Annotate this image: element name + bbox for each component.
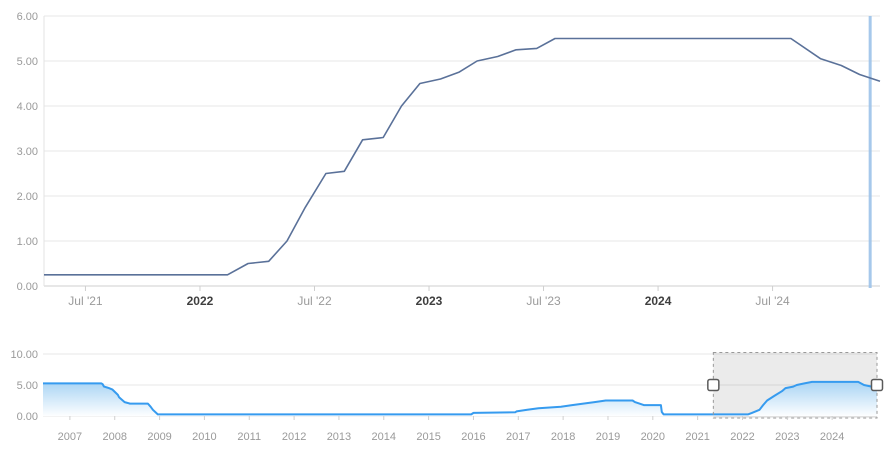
y-tick-label: 2.00 <box>17 191 38 203</box>
y-tick-label: 6.00 <box>17 11 38 23</box>
nav-x-tick-label: 2024 <box>820 431 844 443</box>
x-tick-label: Jul '21 <box>68 294 103 308</box>
nav-x-tick-label: 2021 <box>685 431 709 443</box>
nav-x-tick-label: 2018 <box>551 431 575 443</box>
nav-x-tick-label: 2022 <box>730 431 754 443</box>
nav-x-tick-label: 2010 <box>192 431 216 443</box>
y-tick-label: 5.00 <box>17 56 38 68</box>
x-tick-label: 2023 <box>416 294 443 308</box>
nav-x-tick-label: 2014 <box>372 431 396 443</box>
main-price-chart[interactable]: 6.00 5.00 4.00 3.00 2.00 1.00 0.00 Jul '21 2022 J… <box>0 0 891 330</box>
nav-x-tick-label: 2009 <box>147 431 171 443</box>
navigator-handle-right[interactable] <box>870 378 884 392</box>
nav-x-tick-label: 2019 <box>596 431 620 443</box>
rate-line-series <box>44 37 881 276</box>
x-tick-label: Jul '23 <box>526 294 561 308</box>
x-tick-label: Jul '24 <box>755 294 790 308</box>
nav-x-tick-label: 2008 <box>102 431 126 443</box>
nav-x-tick-label: 2017 <box>506 431 530 443</box>
navigator-area-fill <box>43 381 877 416</box>
nav-x-tick-label: 2007 <box>58 431 82 443</box>
y-tick-label: 0.00 <box>17 281 38 293</box>
nav-x-tick-label: 2013 <box>327 431 351 443</box>
y-tick-label: 3.00 <box>17 146 38 158</box>
nav-x-tick-label: 2016 <box>461 431 485 443</box>
nav-x-tick-label: 2020 <box>641 431 665 443</box>
nav-x-tick-label: 2023 <box>775 431 799 443</box>
navigator-area-series <box>43 380 878 416</box>
y-tick-label: 1.00 <box>17 236 38 248</box>
nav-x-tick-label: 2015 <box>416 431 440 443</box>
navigator-handle-left[interactable] <box>707 378 720 392</box>
nav-y-tick-label: 5.00 <box>17 380 38 392</box>
nav-x-tick-label: 2011 <box>237 431 261 443</box>
nav-y-tick-label: 10.00 <box>10 349 38 361</box>
x-tick-label: 2024 <box>645 294 672 308</box>
nav-y-tick-label: 0.00 <box>17 411 38 423</box>
x-tick-label: Jul '22 <box>297 294 332 308</box>
x-tick-label: 2022 <box>187 294 214 308</box>
range-navigator[interactable]: 10.00 5.00 0.00 2007 2008 2009 2010 2011 2012 201… <box>0 330 891 449</box>
nav-x-tick-label: 2012 <box>282 431 306 443</box>
y-tick-label: 4.00 <box>17 101 38 113</box>
